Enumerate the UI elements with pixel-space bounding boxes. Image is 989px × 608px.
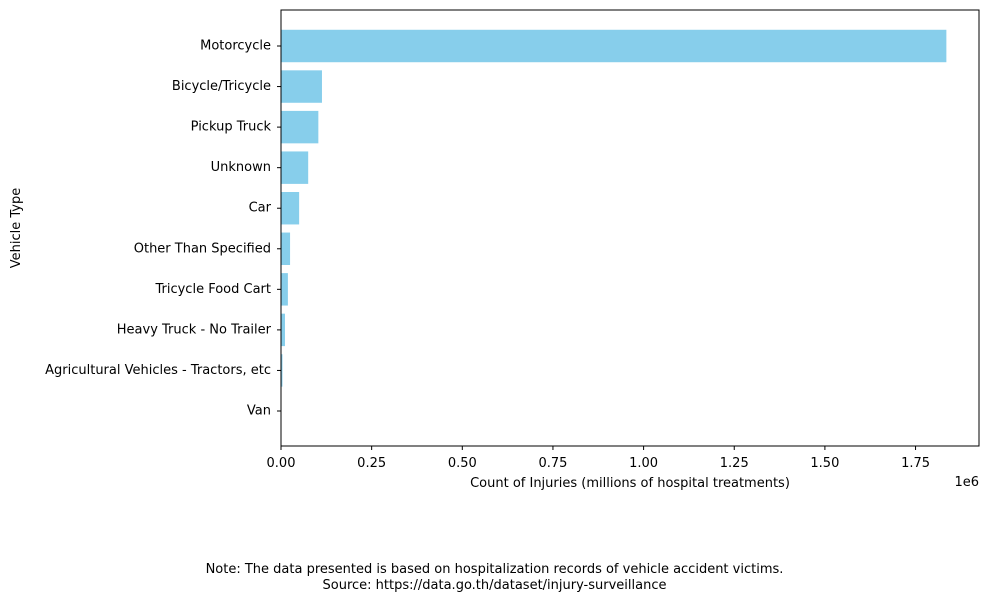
x-axis-offset-label: 1e6 xyxy=(954,475,979,490)
y-tick-label: Pickup Truck xyxy=(191,120,272,135)
chart-note: Note: The data presented is based on hos… xyxy=(0,562,989,578)
x-tick-label: 0.00 xyxy=(267,456,296,471)
y-axis-label: Vehicle Type xyxy=(9,188,24,268)
y-tick-label: Motorcycle xyxy=(200,39,271,54)
y-axis-ticks: Motorcycle Bicycle/Tricycle Pickup Truck Un… xyxy=(45,39,281,419)
bars-layer xyxy=(281,30,946,427)
bar xyxy=(281,273,288,305)
y-tick-label: Unknown xyxy=(211,160,271,175)
bar xyxy=(281,70,322,102)
bar xyxy=(281,314,285,346)
y-tick-label: Car xyxy=(249,201,272,216)
y-tick-label: Agricultural Vehicles - Tractors, etc xyxy=(45,363,271,378)
x-tick-label: 1.00 xyxy=(629,456,658,471)
chart-source: Source: https://data.go.th/dataset/injur… xyxy=(0,578,989,594)
y-tick-label: Heavy Truck - No Trailer xyxy=(117,322,272,337)
y-tick-label: Van xyxy=(247,404,271,419)
x-axis-ticks: 0.00 0.25 0.50 0.75 1.00 1.25 1.50 1.75 xyxy=(267,446,930,471)
x-tick-label: 0.25 xyxy=(357,456,386,471)
x-tick-label: 0.50 xyxy=(448,456,477,471)
x-tick-label: 0.75 xyxy=(538,456,567,471)
y-tick-label: Bicycle/Tricycle xyxy=(172,79,271,94)
bar xyxy=(281,30,946,62)
y-tick-label: Tricycle Food Cart xyxy=(154,282,271,297)
bar xyxy=(281,111,318,143)
x-axis-label: Count of Injuries (millions of hospital … xyxy=(470,476,790,491)
x-tick-label: 1.50 xyxy=(810,456,839,471)
bar xyxy=(281,233,290,265)
bar xyxy=(281,151,308,183)
y-tick-label: Other Than Specified xyxy=(134,241,271,256)
x-tick-label: 1.25 xyxy=(720,456,749,471)
x-tick-label: 1.75 xyxy=(901,456,930,471)
bar xyxy=(281,192,299,224)
plot-area-frame xyxy=(281,10,979,446)
